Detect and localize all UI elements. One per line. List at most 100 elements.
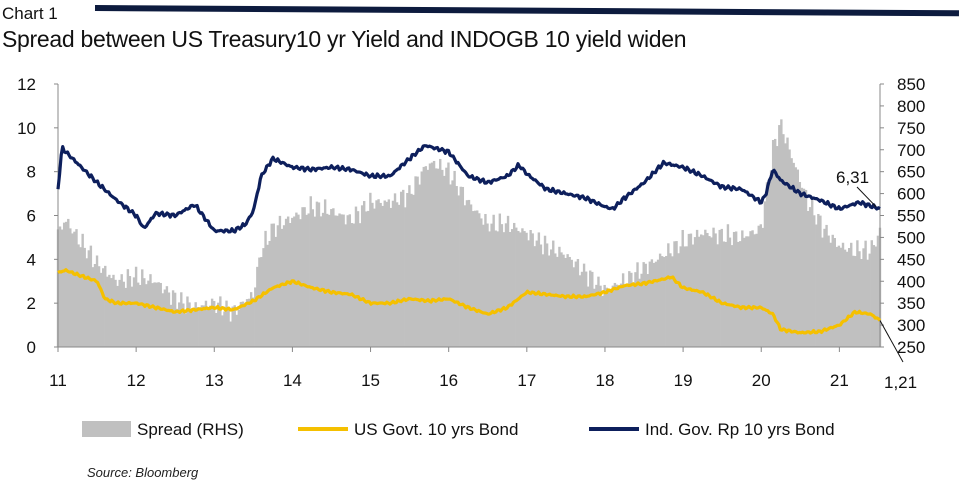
spread-bar (424, 166, 428, 347)
spread-bar (212, 300, 216, 347)
legend-us-label: US Govt. 10 yrs Bond (354, 420, 518, 439)
spread-bar (825, 224, 828, 347)
spread-bar (796, 169, 799, 347)
spread-bar (773, 138, 777, 347)
spread-bar (515, 227, 518, 347)
spread-bar (91, 267, 95, 347)
spread-bar (839, 247, 843, 347)
spread-bar (77, 244, 80, 347)
spread-bar (817, 213, 820, 347)
spread-bar (591, 271, 594, 347)
spread-bar (739, 241, 742, 347)
spread-bar (564, 257, 567, 347)
spread-bar (806, 210, 810, 347)
chart-number-label: Chart 1 (2, 4, 58, 23)
x-tick-label: 12 (127, 371, 146, 390)
right-tick-label: 750 (897, 119, 925, 138)
spread-bar (611, 285, 615, 347)
spread-bar (62, 222, 66, 347)
spread-bar (782, 134, 785, 347)
left-tick-label: 0 (27, 338, 36, 357)
spread-bar (81, 233, 84, 347)
spread-bar (202, 305, 206, 347)
spread-bar (360, 205, 364, 347)
spread-bar (104, 265, 107, 347)
spread-bar (317, 202, 321, 347)
spread-bar (447, 162, 450, 347)
spread-bar (182, 303, 185, 347)
right-tick-label: 500 (897, 228, 925, 247)
spread-bar (619, 283, 623, 347)
spread-bar (256, 266, 259, 347)
spread-bar (852, 255, 855, 347)
spread-bar (712, 227, 715, 347)
spread-bar (749, 231, 752, 347)
spread-bar (743, 237, 746, 347)
spread-bar (155, 282, 158, 347)
spread-bar (486, 223, 489, 347)
spread-bar (219, 296, 222, 347)
spread-bar (173, 292, 177, 347)
x-tick-label: 20 (752, 371, 771, 390)
spread-bar (523, 231, 526, 347)
spread-bar (776, 146, 779, 347)
spread-bar (445, 167, 448, 347)
spread-bar (675, 241, 678, 347)
spread-bar (194, 302, 197, 347)
x-tick-label: 11 (49, 371, 67, 390)
right-tick-label: 800 (897, 97, 925, 116)
spread-bar (747, 236, 750, 347)
us-treasury-line (57, 268, 882, 335)
spread-bar (311, 209, 315, 347)
spread-bar (175, 308, 179, 347)
spread-bar (607, 289, 610, 347)
spread-bar (252, 297, 255, 347)
spread-bar (582, 263, 586, 347)
spread-bar (753, 234, 756, 347)
spread-bar (143, 278, 146, 347)
spread-bar (669, 253, 672, 347)
spread-bar (258, 257, 261, 347)
spread-bar (126, 269, 130, 347)
spread-bar (358, 223, 362, 347)
left-tick-label: 4 (27, 250, 36, 269)
spread-bar (365, 211, 368, 347)
spread-bar (593, 288, 596, 347)
spread-bar (642, 262, 645, 347)
spread-bar (428, 163, 432, 347)
spread-bar (769, 170, 773, 347)
x-tick-label: 15 (361, 371, 380, 390)
spread-bar (691, 244, 695, 347)
spread-bar (868, 253, 871, 347)
spread-bar (387, 199, 391, 347)
spread-bar (307, 213, 310, 347)
spread-bar (599, 285, 602, 347)
spread-bar (198, 309, 201, 347)
spread-bar (802, 188, 806, 347)
spread-bar (338, 213, 341, 347)
spread-bar (597, 276, 600, 347)
spread-bar (412, 194, 415, 347)
spread-bar (178, 302, 181, 347)
spread-bar (572, 267, 576, 347)
spread-bar (547, 255, 551, 347)
spread-bar (268, 240, 271, 347)
spread-bar (399, 191, 403, 347)
spread-bar (500, 224, 504, 347)
spread-bar (289, 223, 292, 347)
spread-bar (488, 231, 491, 347)
spread-bar (823, 228, 826, 347)
spread-bar (759, 224, 763, 347)
spread-bar (492, 214, 495, 347)
spread-bar (646, 274, 649, 347)
spread-bar (426, 169, 430, 347)
spread-bar (196, 307, 199, 347)
spread-bar (114, 279, 117, 347)
spread-bar (496, 231, 499, 347)
right-tick-label: 300 (897, 316, 925, 335)
spread-bar (402, 189, 405, 347)
spread-bar (673, 241, 676, 347)
spread-bar (833, 238, 836, 347)
spread-bar (704, 229, 707, 347)
